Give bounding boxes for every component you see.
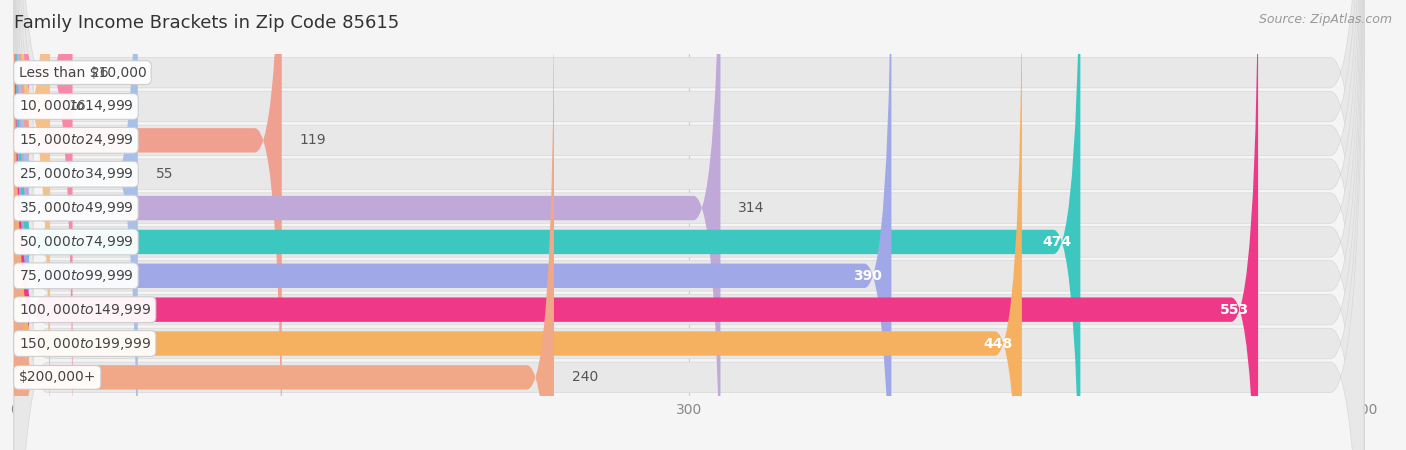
Text: 390: 390: [853, 269, 883, 283]
Text: $35,000 to $49,999: $35,000 to $49,999: [18, 200, 134, 216]
FancyBboxPatch shape: [14, 0, 1364, 450]
Text: 474: 474: [1042, 235, 1071, 249]
Text: Family Income Brackets in Zip Code 85615: Family Income Brackets in Zip Code 85615: [14, 14, 399, 32]
FancyBboxPatch shape: [14, 0, 1364, 450]
FancyBboxPatch shape: [14, 0, 1364, 450]
Text: 16: 16: [67, 99, 86, 113]
Text: $150,000 to $199,999: $150,000 to $199,999: [18, 336, 150, 351]
FancyBboxPatch shape: [14, 0, 1364, 450]
Text: 240: 240: [572, 370, 598, 384]
FancyBboxPatch shape: [14, 0, 138, 450]
Text: $100,000 to $149,999: $100,000 to $149,999: [18, 302, 150, 318]
Text: Less than $10,000: Less than $10,000: [18, 66, 146, 80]
Text: 55: 55: [156, 167, 173, 181]
Text: $200,000+: $200,000+: [18, 370, 96, 384]
Text: $50,000 to $74,999: $50,000 to $74,999: [18, 234, 134, 250]
FancyBboxPatch shape: [14, 0, 1258, 450]
Text: $10,000 to $14,999: $10,000 to $14,999: [18, 99, 134, 114]
Text: 26: 26: [90, 66, 108, 80]
FancyBboxPatch shape: [14, 0, 73, 450]
FancyBboxPatch shape: [14, 0, 1364, 450]
FancyBboxPatch shape: [14, 0, 1364, 450]
FancyBboxPatch shape: [14, 0, 1364, 450]
FancyBboxPatch shape: [14, 0, 1364, 450]
FancyBboxPatch shape: [14, 0, 554, 450]
FancyBboxPatch shape: [14, 0, 281, 450]
Text: 119: 119: [299, 133, 326, 147]
Text: 314: 314: [738, 201, 765, 215]
Text: Source: ZipAtlas.com: Source: ZipAtlas.com: [1258, 14, 1392, 27]
Text: 448: 448: [984, 337, 1012, 351]
FancyBboxPatch shape: [14, 0, 51, 450]
Text: $15,000 to $24,999: $15,000 to $24,999: [18, 132, 134, 148]
FancyBboxPatch shape: [14, 0, 1080, 450]
FancyBboxPatch shape: [14, 0, 891, 450]
Text: 553: 553: [1220, 303, 1249, 317]
Text: $75,000 to $99,999: $75,000 to $99,999: [18, 268, 134, 284]
FancyBboxPatch shape: [14, 0, 1364, 450]
Text: $25,000 to $34,999: $25,000 to $34,999: [18, 166, 134, 182]
FancyBboxPatch shape: [14, 0, 1364, 450]
FancyBboxPatch shape: [14, 0, 720, 450]
FancyBboxPatch shape: [14, 0, 1022, 450]
